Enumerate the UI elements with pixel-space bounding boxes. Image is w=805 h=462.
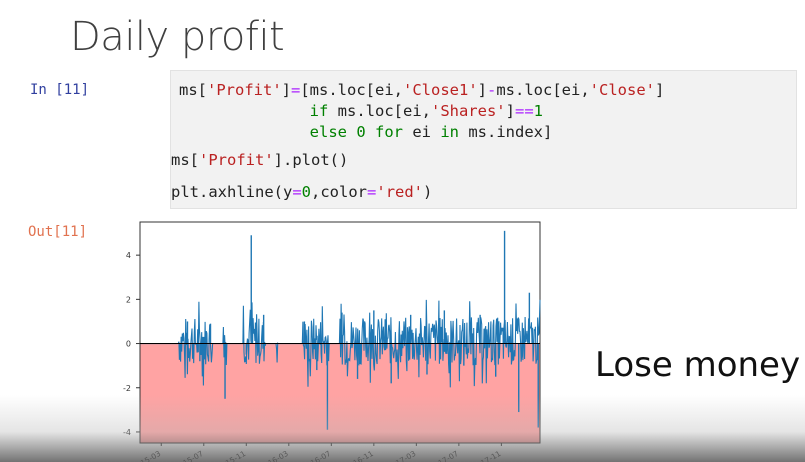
y-tick-label: 4 — [126, 251, 131, 260]
x-tick-label: 2015-11 — [216, 449, 248, 462]
code-line-3-text: else 0 for ei in ms.index] — [309, 123, 553, 141]
slide-title: Daily profit — [70, 14, 285, 60]
code-line-4-text: ms['Profit'].plot() — [171, 151, 349, 169]
x-tick-label: 2015-03 — [131, 449, 163, 462]
code-line-5: plt.axhline(y=0,color='red') — [171, 183, 432, 201]
output-prompt: Out[11] — [28, 224, 88, 240]
code-line-1-text: ms['Profit']=[ms.loc[ei,'Close1']-ms.loc… — [179, 81, 665, 99]
x-tick-label: 2016-11 — [343, 449, 375, 462]
x-tick-label: 2017-07 — [428, 449, 460, 462]
code-line-2: if ms.loc[ei,'Shares']==1 — [179, 102, 543, 120]
x-tick-label: 2015-07 — [173, 449, 205, 462]
chart-plot-area: 4 2 0 -2 -4 2015-03 2015-07 2015-11 2016-03 2016-… — [123, 221, 541, 462]
profit-series-line — [140, 299, 541, 388]
x-tick-label: 2016-03 — [258, 449, 290, 462]
lose-money-annotation: Lose money — [595, 345, 801, 385]
code-line-1: ms['Profit']=[ms.loc[ei,'Close1']-ms.loc… — [179, 81, 664, 99]
y-tick-label: 2 — [126, 295, 131, 304]
code-line-2-text: if ms.loc[ei,'Shares']==1 — [309, 102, 543, 120]
input-prompt: In [11] — [30, 82, 90, 98]
x-tick-label: 2017-11 — [471, 449, 503, 462]
x-tick-label: 2016-07 — [301, 449, 333, 462]
y-tick-label: 0 — [126, 340, 131, 349]
y-tick-label: -2 — [123, 384, 131, 393]
code-cell[interactable]: ms['Profit']=[ms.loc[ei,'Close1']-ms.loc… — [170, 70, 797, 209]
code-line-4: ms['Profit'].plot() — [171, 151, 348, 169]
code-line-3: else 0 for ei in ms.index] — [179, 123, 553, 141]
code-line-5-text: plt.axhline(y=0,color='red') — [171, 183, 433, 201]
x-tick-label: 2017-03 — [386, 449, 418, 462]
y-tick-label: -4 — [123, 428, 131, 437]
